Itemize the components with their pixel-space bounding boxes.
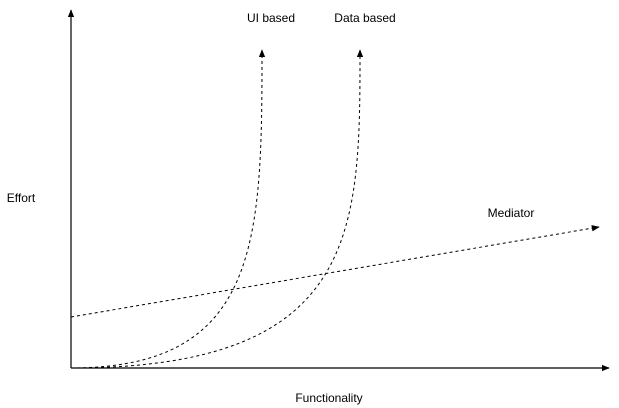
mediator-line [70, 225, 600, 318]
ui-based-label: UI based [247, 11, 295, 25]
y-axis-label: Effort [7, 191, 36, 205]
data-based-label: Data based [334, 11, 395, 25]
mediator-label: Mediator [488, 206, 535, 220]
data-based-curve [70, 49, 364, 369]
ui-based-curve [70, 49, 266, 369]
x-axis-label: Functionality [295, 391, 362, 405]
